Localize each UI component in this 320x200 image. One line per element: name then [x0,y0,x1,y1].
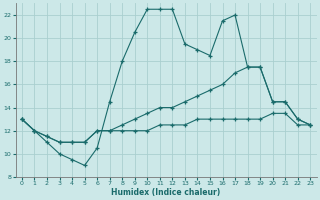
X-axis label: Humidex (Indice chaleur): Humidex (Indice chaleur) [111,188,221,197]
